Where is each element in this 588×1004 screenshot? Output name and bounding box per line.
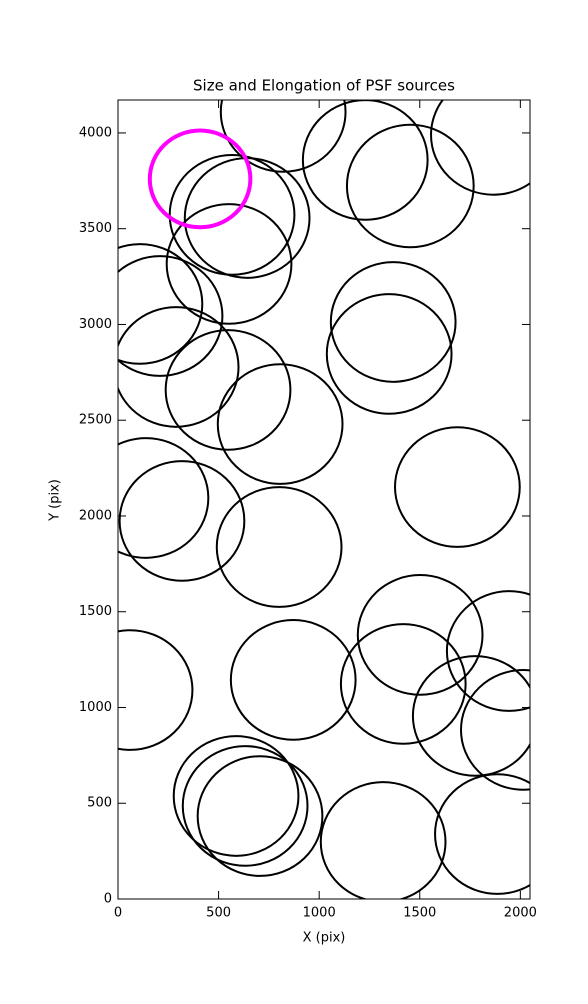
- x-tick-label: 500: [206, 906, 231, 921]
- y-tick-label: 4000: [79, 125, 112, 140]
- psf-ellipse: [411, 655, 530, 777]
- y-tick-label: 0: [104, 892, 112, 907]
- psf-ellipse: [164, 329, 292, 451]
- psf-ellipse: [229, 619, 357, 741]
- y-tick-label: 3500: [79, 221, 112, 236]
- x-axis-label: X (pix): [303, 931, 346, 946]
- y-tick-label: 1500: [79, 604, 112, 619]
- psf-ellipse: [430, 100, 530, 196]
- psf-ellipse: [460, 669, 530, 791]
- psf-ellipse: [329, 261, 457, 383]
- psf-ellipse: [118, 460, 246, 582]
- x-tick-label: 1500: [403, 906, 436, 921]
- psf-ellipse: [434, 773, 530, 895]
- psf-ellipse: [219, 100, 347, 173]
- x-tick-label: 1000: [303, 906, 336, 921]
- psf-ellipse: [147, 128, 253, 230]
- psf-ellipse: [118, 306, 240, 428]
- plot-area: [118, 100, 530, 899]
- y-tick-label: 500: [87, 796, 112, 811]
- psf-ellipse: [319, 781, 447, 899]
- psf-ellipse: [118, 255, 224, 377]
- y-axis-label: Y (pix): [48, 479, 63, 522]
- y-tick-label: 1000: [79, 700, 112, 715]
- chart-title: Size and Elongation of PSF sources: [193, 77, 455, 95]
- psf-ellipse: [118, 243, 204, 365]
- psf-ellipse: [345, 123, 475, 249]
- psf-ellipse: [172, 735, 300, 857]
- psf-ellipse: [118, 437, 210, 559]
- y-tick-label: 2000: [79, 508, 112, 523]
- psf-ellipse: [168, 154, 296, 276]
- psf-ellipse: [445, 590, 530, 712]
- psf-ellipse: [118, 629, 194, 751]
- psf-ellipse: [394, 426, 521, 548]
- axes-frame: [117, 99, 531, 900]
- psf-ellipse: [165, 203, 293, 325]
- psf-ellipse: [196, 755, 324, 877]
- x-tick-label: 2000: [504, 906, 537, 921]
- psf-ellipse: [356, 574, 484, 696]
- psf-ellipse: [215, 486, 343, 608]
- x-tick-label: 0: [114, 906, 122, 921]
- psf-ellipse: [339, 623, 467, 745]
- psf-ellipse: [181, 745, 309, 867]
- y-tick-label: 2500: [79, 413, 112, 428]
- y-tick-label: 3000: [79, 317, 112, 332]
- psf-ellipse: [325, 293, 453, 415]
- psf-ellipse: [216, 363, 344, 485]
